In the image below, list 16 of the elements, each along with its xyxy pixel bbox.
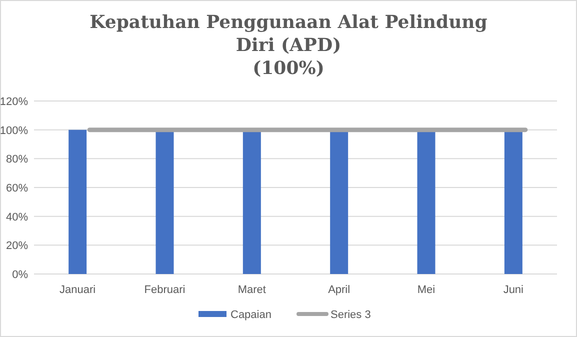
y-tick-label: 80% xyxy=(6,154,28,166)
x-tick-label: Februari xyxy=(144,284,186,296)
x-tick-label: Januari xyxy=(60,284,96,296)
legend-label: Series 3 xyxy=(330,309,371,321)
legend-label: Capaian xyxy=(230,309,272,321)
x-tick-label: Maret xyxy=(238,284,266,296)
y-tick-label: 0% xyxy=(12,269,28,281)
x-tick-label: April xyxy=(328,284,350,296)
y-tick-label: 120% xyxy=(0,96,28,108)
y-tick-label: 20% xyxy=(6,240,28,252)
chart-title: Kepatuhan Penggunaan Alat Pelindung Diri (APD) (100%) xyxy=(90,12,488,79)
x-tick-label: Juni xyxy=(503,284,524,296)
y-tick-label: 40% xyxy=(6,211,28,224)
y-tick-label: 60% xyxy=(6,182,28,194)
x-tick-label: Mei xyxy=(417,284,436,296)
y-tick-label: 100% xyxy=(0,124,28,137)
